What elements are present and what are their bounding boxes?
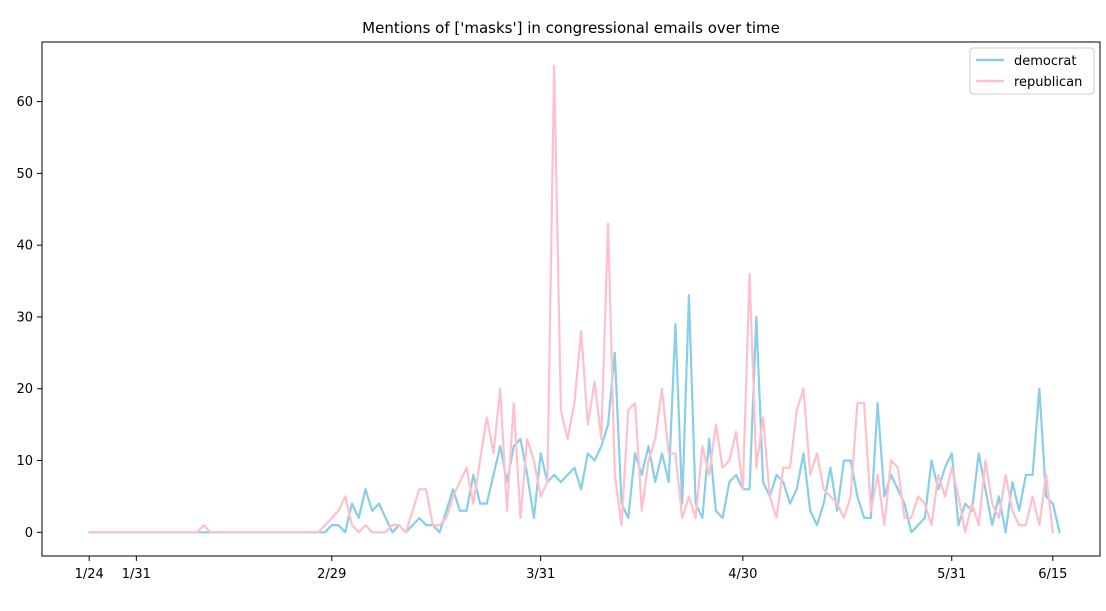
y-tick-label: 50	[16, 167, 33, 182]
y-tick-label: 20	[16, 382, 33, 397]
x-axis: 1/24 1/31 2/29 3/31 4/30 5/31 6/15	[75, 556, 1067, 582]
y-tick-label: 40	[16, 239, 33, 254]
x-tick-label: 3/31	[526, 567, 555, 582]
legend-label-republican: republican	[1014, 75, 1082, 90]
series-line-republican	[88, 64, 1054, 534]
chart-title: Mentions of ['masks'] in congressional e…	[362, 19, 780, 37]
x-tick-label: 1/31	[122, 567, 151, 582]
x-tick-label: 2/29	[317, 567, 346, 582]
legend-label-democrat: democrat	[1014, 54, 1076, 69]
plot-area-frame	[41, 41, 1101, 557]
y-tick-label: 60	[16, 95, 33, 110]
x-tick-label: 1/24	[75, 567, 104, 582]
y-tick-label: 10	[16, 454, 33, 469]
y-axis: 0 10 20 30 40 50 60	[16, 95, 42, 541]
y-tick-label: 30	[16, 310, 33, 325]
x-tick-label: 6/15	[1038, 567, 1067, 582]
series-layer	[88, 64, 1061, 534]
x-tick-label: 4/30	[728, 567, 757, 582]
x-tick-label: 5/31	[937, 567, 966, 582]
y-tick-label: 0	[25, 526, 33, 541]
legend: democrat republican	[969, 47, 1095, 95]
